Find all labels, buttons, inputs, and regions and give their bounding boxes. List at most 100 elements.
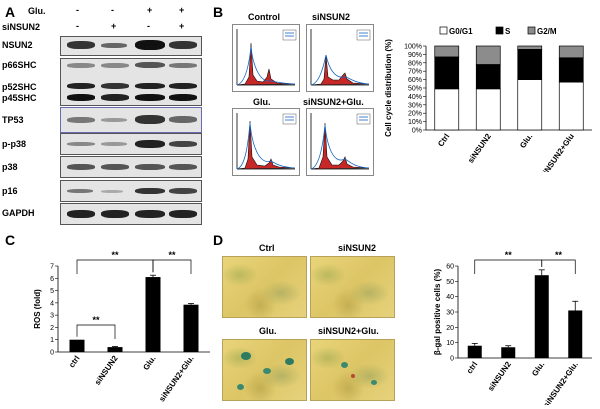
flow-histogram-sinsun2-glu (306, 108, 374, 176)
bar (107, 347, 123, 352)
y-tick-label: 80% (408, 60, 422, 67)
blot-label-nsun2: NSUN2 (2, 40, 33, 50)
treatment-label-glu: Glu. (28, 6, 46, 16)
treatment-mark: + (147, 5, 153, 15)
significance-bracket (474, 259, 543, 274)
significance-bracket (76, 324, 116, 339)
y-tick-label: 100% (404, 44, 422, 51)
y-tick-label: 30% (408, 102, 422, 109)
y-tick-label: 20 (446, 325, 454, 332)
bar (145, 277, 161, 352)
micrograph-sinsun2 (310, 256, 395, 318)
bar-segment (434, 45, 460, 58)
x-tick-label: Glu. (530, 360, 546, 378)
y-tick-label: 5 (50, 288, 54, 295)
significance-label: ** (555, 250, 563, 260)
y-tick-label: 70% (408, 69, 422, 76)
x-tick-label: siNSUN2+Glu (539, 132, 576, 172)
blot-label-p38: p38 (2, 162, 18, 172)
flow-histogram-sinsun2 (306, 24, 374, 92)
micrograph-glu (222, 339, 307, 401)
y-tick-label: 10 (446, 340, 454, 347)
significance-label: ** (111, 250, 119, 260)
bar-segment (517, 45, 543, 50)
blot-nsun2 (60, 36, 202, 56)
x-tick-label: siNSUN2+Glu. (157, 354, 195, 403)
bar-segment (434, 56, 460, 90)
micro-title-glu: Glu. (259, 326, 277, 336)
treatment-label-sinsun2: siNSUN2 (2, 22, 41, 32)
significance-label: ** (505, 250, 513, 260)
y-tick-label: 30 (446, 310, 454, 317)
blot-label-p45shc: p45SHC (2, 93, 37, 103)
legend-label: S (505, 27, 511, 36)
significance-bracket (76, 259, 154, 274)
bar-segment (475, 64, 501, 90)
treatment-mark: + (179, 5, 185, 15)
micrograph-sinsun2-glu (310, 339, 395, 401)
micro-title-sinsun2-glu: siNSUN2+Glu. (318, 326, 379, 336)
blot-shc (60, 58, 202, 106)
bar-segment (517, 79, 543, 131)
bar-segment (558, 45, 584, 59)
legend-label: G0/G1 (449, 27, 473, 36)
panel-label-c: C (5, 232, 16, 248)
blot-label-p66shc: p66SHC (2, 60, 37, 70)
bar (183, 304, 199, 352)
x-tick-label: Glu. (518, 132, 534, 150)
x-tick-label: ctrl (465, 360, 480, 375)
x-tick-label: ctrl (67, 354, 82, 369)
cell-cycle-chart: G0/G1 S G2/M 0% 10%20% 30%40%50% 60%70% 80%90%1… (384, 26, 592, 172)
blot-label-p16: p16 (2, 186, 18, 196)
panel-label-b: B (213, 4, 224, 20)
significance-label: ** (92, 315, 100, 325)
bar-segment (434, 88, 460, 131)
y-tick-label: 3 (50, 313, 54, 320)
y-tick-label: 50 (446, 279, 454, 286)
y-tick-label: 1 (50, 337, 54, 344)
micro-title-ctrl: Ctrl (259, 243, 275, 253)
legend-swatch (527, 26, 536, 35)
y-axis-label: Cell cycle distribution (%) (384, 39, 393, 137)
y-tick-label: 40% (408, 94, 422, 101)
blot-p16 (60, 180, 202, 202)
y-tick-label: 20% (408, 111, 422, 118)
bar-segment (475, 45, 501, 65)
x-tick-label: siNSUN2 (93, 354, 120, 387)
treatment-mark: - (76, 21, 79, 31)
bgal-chart: 0 10 20 30 40 50 60 β-gal positive cells (%) ctr… (433, 250, 592, 405)
western-blot-panel: Glu. - - + + siNSUN2 - + - + NSUN2 p66SH… (0, 0, 210, 230)
flow-histogram-control (232, 24, 300, 92)
y-tick-label: 90% (408, 52, 422, 59)
bar (534, 275, 549, 358)
treatment-mark: + (111, 21, 117, 31)
flow-title-sinsun2: siNSUN2 (312, 12, 351, 22)
y-tick-label: 60 (446, 264, 454, 271)
bar-segment (475, 88, 501, 131)
legend-label: G2/M (537, 27, 557, 36)
bar-segment (517, 49, 543, 80)
blot-gapdh (60, 203, 202, 225)
y-tick-label: 0 (50, 350, 54, 357)
treatment-mark: + (179, 21, 185, 31)
bar (568, 310, 583, 358)
y-tick-label: 60% (408, 77, 422, 84)
panel-label-a: A (5, 4, 16, 20)
y-axis-label: β-gal positive cells (%) (433, 269, 442, 356)
panel-label-d: D (213, 232, 224, 248)
flow-title-sinsun2-glu: siNSUN2+Glu. (303, 97, 364, 107)
flow-histogram-glu (232, 108, 300, 176)
micrograph-ctrl (222, 256, 307, 318)
bar (69, 339, 85, 352)
flow-title-glu: Glu. (253, 97, 271, 107)
x-tick-label: siNSUN2 (486, 360, 513, 393)
treatment-mark: - (76, 5, 79, 15)
blot-p-p38 (60, 133, 202, 155)
y-axis-label: ROS (fold) (33, 289, 42, 329)
bar (467, 345, 482, 358)
blot-label-gapdh: GAPDH (2, 208, 35, 218)
x-tick-label: siNSUN2 (466, 132, 493, 165)
y-tick-label: 4 (50, 300, 54, 307)
y-tick-label: 2 (50, 325, 54, 332)
blot-label-p-p38: p-p38 (2, 139, 27, 149)
